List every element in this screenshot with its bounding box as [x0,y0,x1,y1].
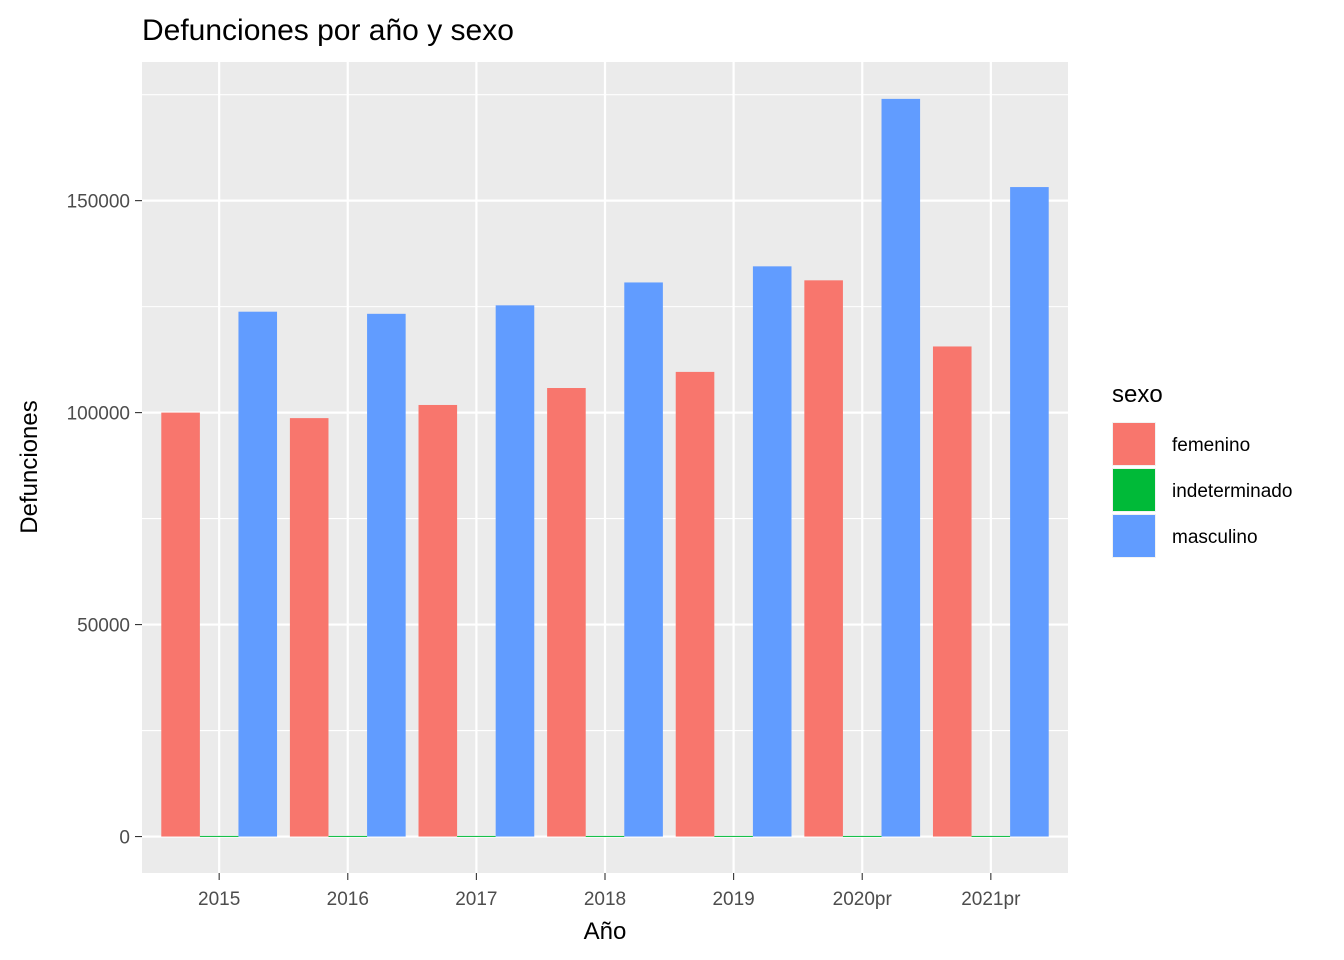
x-tick-label: 2015 [198,889,240,910]
legend: sexo femenino indeterminado masculino [1112,381,1292,558]
y-tick-label: 100000 [67,404,130,425]
bar-indeterminado-2021pr [971,835,1011,837]
bar-femenino-2021pr [932,346,972,837]
bar-indeterminado-2016 [328,835,368,837]
bar-femenino-2018 [547,388,586,837]
x-tick-label: 2016 [327,889,369,910]
y-tick-label: 50000 [77,616,130,637]
legend-key-masculino [1113,515,1155,557]
x-tick-label: 2018 [584,889,626,910]
legend-label-masculino: masculino [1172,527,1258,548]
bar-masculino-2018 [624,282,663,837]
bar-femenino-2016 [289,418,329,837]
bar-masculino-2016 [367,313,406,837]
legend-title: sexo [1112,381,1163,408]
x-tick-label: 2017 [455,889,497,910]
bar-masculino-2017 [495,305,535,837]
y-axis: 0 50000 100000 150000 [67,192,142,849]
legend-label-indeterminado: indeterminado [1172,481,1292,502]
legend-key-femenino [1113,423,1155,465]
bar-femenino-2020pr [804,280,843,837]
bars [161,98,1049,837]
bar-masculino-2019 [752,266,792,837]
x-tick-label: 2020pr [833,889,893,910]
bar-indeterminado-2017 [457,835,496,837]
bar-masculino-2020pr [881,98,921,837]
bar-indeterminado-2018 [585,835,625,837]
bar-indeterminado-2019 [714,835,753,837]
legend-label-femenino: femenino [1172,435,1250,456]
bar-indeterminado-2015 [199,835,239,837]
chart-title: Defunciones por año y sexo [142,14,514,47]
x-tick-label: 2019 [712,889,754,910]
y-tick-label: 150000 [67,192,130,213]
x-axis: 2015 2016 2017 2018 2019 2020pr 2021pr [198,873,1021,910]
bar-femenino-2015 [161,412,200,837]
y-axis-title: Defunciones [16,400,43,533]
x-tick-label: 2021pr [961,889,1021,910]
bar-masculino-2021pr [1010,187,1049,837]
y-tick-label: 0 [119,828,130,849]
bar-indeterminado-2020pr [842,835,882,837]
bar-masculino-2015 [238,311,278,837]
x-axis-title: Año [584,918,627,945]
bar-femenino-2017 [418,404,458,837]
bar-femenino-2019 [675,371,715,837]
legend-key-indeterminado [1113,469,1155,511]
